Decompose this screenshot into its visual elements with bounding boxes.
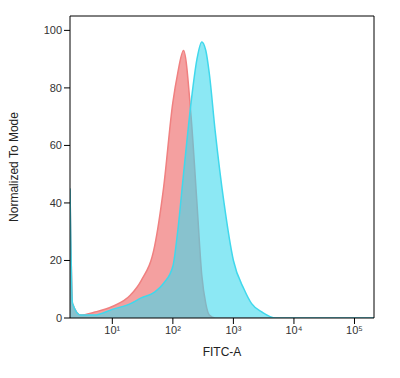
svg-text:20: 20 <box>50 254 62 266</box>
svg-text:10³: 10³ <box>225 324 241 336</box>
svg-text:80: 80 <box>50 82 62 94</box>
svg-text:FITC-A: FITC-A <box>203 345 242 359</box>
svg-text:10⁴: 10⁴ <box>285 324 302 336</box>
svg-text:10²: 10² <box>165 324 181 336</box>
svg-text:40: 40 <box>50 197 62 209</box>
svg-text:0: 0 <box>56 312 62 324</box>
svg-text:100: 100 <box>44 24 62 36</box>
svg-text:10⁵: 10⁵ <box>346 324 363 336</box>
svg-text:10¹: 10¹ <box>104 324 120 336</box>
svg-text:60: 60 <box>50 139 62 151</box>
svg-text:Normalized To Mode: Normalized To Mode <box>8 112 21 222</box>
